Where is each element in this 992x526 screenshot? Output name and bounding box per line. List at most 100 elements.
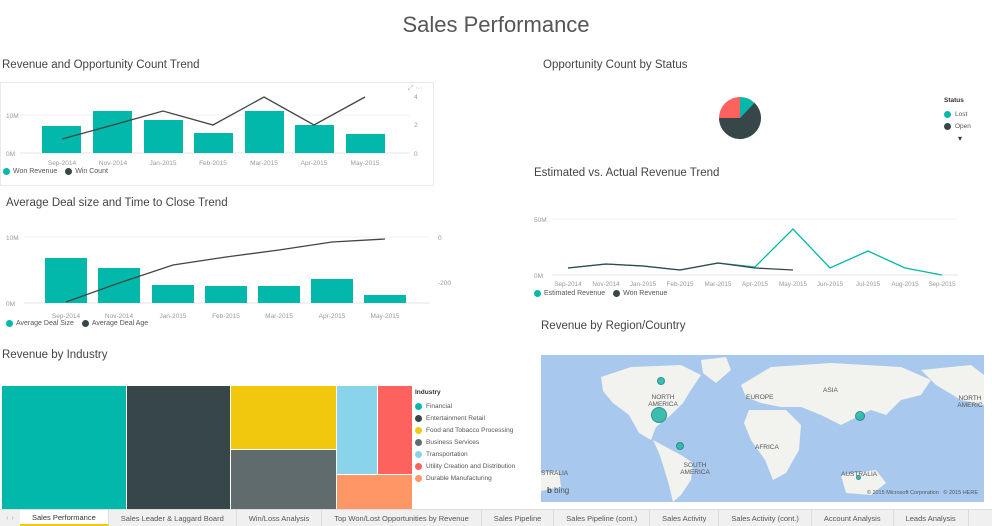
focus-mode-icon[interactable]: ⤢ ⋯ (408, 85, 423, 92)
tab-next-icon: › (11, 514, 14, 522)
pie-slice-won (719, 97, 740, 118)
legend-item[interactable]: Business Services (415, 436, 515, 448)
svg-text:Aug-2015: Aug-2015 (891, 281, 919, 288)
map-label-australia-left: STRALIA (541, 470, 569, 477)
treemap-transportation[interactable] (337, 386, 377, 474)
visual-title: Estimated vs. Actual Revenue Trend (534, 167, 720, 179)
map-bubble-usa[interactable] (651, 407, 667, 423)
svg-text:10M: 10M (6, 235, 19, 242)
svg-text:Sep-2015: Sep-2015 (928, 281, 956, 288)
tab-leads-analysis[interactable]: Leads Analysis (894, 510, 969, 526)
svg-text:Jul-2015: Jul-2015 (856, 281, 881, 288)
svg-text:-200: -200 (438, 280, 451, 287)
svg-text:Mar-2015: Mar-2015 (250, 160, 278, 167)
chart-legend: Won Revenue Win Count (3, 168, 108, 175)
svg-text:Nov-2014: Nov-2014 (99, 160, 128, 167)
legend-item[interactable]: Open (944, 120, 971, 132)
map-bubble-australia[interactable] (856, 475, 861, 480)
legend-item[interactable]: Durable Manufacturing (415, 472, 515, 484)
svg-text:Mar-2015: Mar-2015 (265, 313, 293, 320)
status-pie-chart (719, 96, 761, 139)
treemap-food-tobacco[interactable] (231, 386, 336, 449)
map-copyright: © 2015 Microsoft Corporation © 2015 HERE (866, 490, 978, 496)
status-legend: Status Lost Open ▾ (944, 97, 971, 143)
estimated-actual-chart: 50M 0M Sep-2014 Nov-2014 Jan-2015 Feb-20… (534, 217, 958, 288)
treemap-utility[interactable] (378, 386, 412, 474)
won-revenue-line (567, 262, 794, 271)
svg-text:Feb-2015: Feb-2015 (212, 313, 240, 320)
legend-item[interactable]: Transportation (415, 448, 515, 460)
legend-item[interactable]: Win Count (65, 168, 108, 175)
svg-text:0: 0 (438, 235, 442, 242)
svg-text:4: 4 (414, 94, 418, 101)
tab-sales-pipeline-cont[interactable]: Sales Pipeline (cont.) (554, 510, 651, 526)
status-pie-visual[interactable]: Opportunity Count by Status Status Lost … (530, 56, 992, 156)
tab-scroll-arrows[interactable]: ‹ › (0, 510, 20, 526)
legend-item[interactable]: Entertainment Retail (415, 412, 515, 424)
map-visual-title: Revenue by Region/Country (541, 320, 686, 332)
treemap-entertainment-retail[interactable] (127, 386, 230, 509)
tab-top-won-lost[interactable]: Top Won/Lost Opportunities by Revenue (322, 510, 482, 526)
legend-item[interactable]: Food and Tobacco Processing (415, 424, 515, 436)
legend-item[interactable]: Won Revenue (613, 290, 667, 297)
legend-item[interactable]: Average Deal Age (81, 320, 148, 327)
legend-item[interactable]: Lost (944, 108, 971, 120)
region-map[interactable]: NORTH AMERICA EUROPE ASIA NORTH AMERIC A… (541, 355, 984, 502)
tab-sales-performance[interactable]: Sales Performance (20, 510, 109, 526)
map-bubble-japan[interactable] (855, 411, 865, 421)
legend-item[interactable]: Utility Creation and Distribution (415, 460, 515, 472)
svg-text:Jun-2015: Jun-2015 (817, 281, 844, 288)
svg-text:50M: 50M (534, 217, 547, 224)
legend-item[interactable]: Financial (415, 400, 515, 412)
svg-text:May-2015: May-2015 (779, 281, 807, 288)
revenue-opportunity-chart: 10M 0M 4 2 0 Sep-2014 Nov-2014 Jan-2015 … (6, 94, 418, 167)
tab-sales-pipeline[interactable]: Sales Pipeline (482, 510, 555, 526)
tab-account-analysis[interactable]: Account Analysis (812, 510, 894, 526)
map-label-north-america-right: NORTH AMERIC (957, 395, 983, 409)
legend-item[interactable]: Estimated Revenue (534, 290, 605, 297)
chart-legend: Average Deal Size Average Deal Age (6, 320, 148, 327)
svg-text:0M: 0M (534, 273, 543, 280)
svg-text:Apr-2015: Apr-2015 (742, 281, 768, 288)
map-bubble-colombia[interactable] (676, 442, 684, 450)
industry-treemap-visual[interactable]: Revenue by Industry Industry Financial E… (0, 345, 530, 509)
legend-scroll-down-icon[interactable]: ▾ (958, 134, 963, 143)
avg-deal-size-bars (45, 258, 406, 303)
tab-sales-activity[interactable]: Sales Activity (650, 510, 720, 526)
avg-deal-age-line (65, 238, 386, 303)
tab-sales-leader-laggard[interactable]: Sales Leader & Laggard Board (109, 510, 237, 526)
svg-text:2: 2 (414, 122, 418, 129)
industry-legend: Industry Financial Entertainment Retail … (415, 389, 515, 484)
legend-item[interactable]: Won Revenue (3, 168, 57, 175)
tab-win-loss-analysis[interactable]: Win/Loss Analysis (237, 510, 323, 526)
treemap-durable-manufacturing[interactable] (337, 475, 412, 509)
map-label-australia: AUSTRALIA (841, 471, 877, 478)
won-revenue-bars (42, 111, 385, 153)
svg-text:May-2015: May-2015 (371, 313, 400, 320)
map-label-south-america: SOUTH AMERICA (680, 462, 710, 476)
svg-text:Nov-2014: Nov-2014 (592, 281, 620, 288)
visual-selection-border (0, 82, 434, 186)
svg-text:Feb-2015: Feb-2015 (667, 281, 694, 288)
map-bubble-canada[interactable] (657, 377, 665, 385)
map-label-asia: ASIA (823, 387, 838, 394)
estimated-actual-visual[interactable]: Estimated vs. Actual Revenue Trend 50M 0… (530, 162, 992, 302)
legend-item[interactable]: Average Deal Size (6, 320, 74, 327)
svg-text:Feb-2015: Feb-2015 (199, 160, 227, 167)
tab-sales-activity-cont[interactable]: Sales Activity (cont.) (719, 510, 812, 526)
visual-title: Average Deal size and Time to Close Tren… (6, 197, 228, 209)
revenue-opportunity-visual[interactable]: Revenue and Opportunity Count Trend ⤢ ⋯ … (0, 56, 436, 186)
treemap-financial[interactable] (2, 386, 126, 509)
deal-size-visual[interactable]: Average Deal size and Time to Close Tren… (0, 193, 470, 333)
deal-size-chart: 10M 0M 0 -200 Sep-2014 Nov-2014 Jan-2015… (6, 235, 451, 320)
svg-text:0: 0 (414, 151, 418, 158)
tab-prev-icon: ‹ (6, 514, 9, 522)
svg-text:Sep-2014: Sep-2014 (554, 281, 582, 288)
svg-text:Sep-2014: Sep-2014 (52, 313, 81, 320)
svg-text:Nov-2014: Nov-2014 (105, 313, 134, 320)
page-title: Sales Performance (402, 12, 590, 37)
visual-title: Opportunity Count by Status (543, 59, 688, 71)
svg-text:May-2015: May-2015 (351, 160, 380, 167)
treemap-business-services[interactable] (231, 450, 336, 509)
pie-slice-lost (740, 96, 755, 118)
